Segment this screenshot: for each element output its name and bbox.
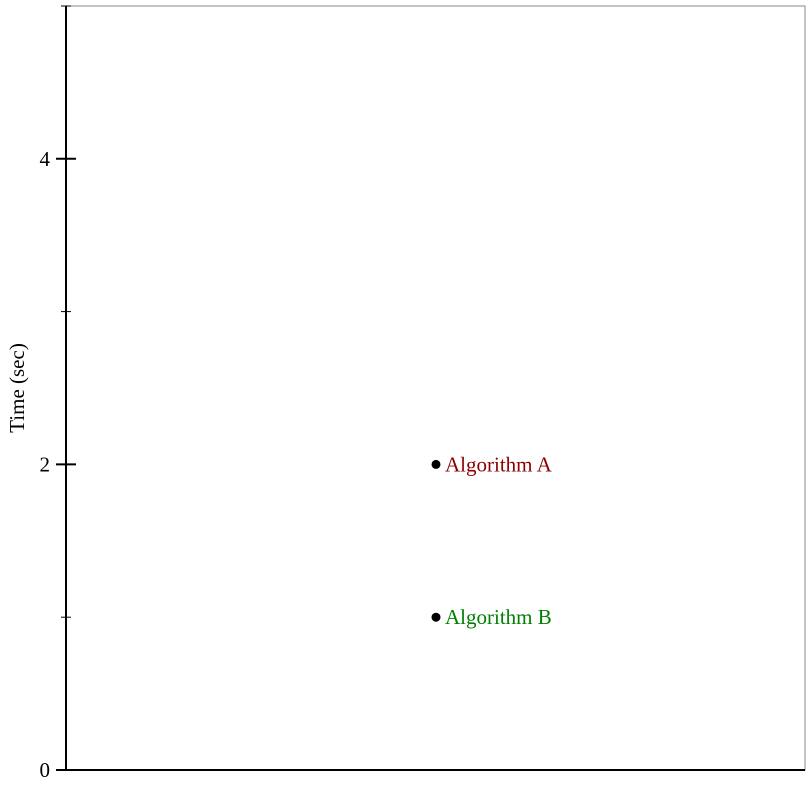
data-points: Algorithm A Algorithm B	[431, 452, 553, 629]
data-point-marker	[431, 612, 441, 622]
y-axis-title: Time (sec)	[5, 343, 29, 433]
y-ticks: 0 2 4	[40, 5, 76, 782]
data-point-marker	[431, 459, 441, 469]
plot-frame	[65, 5, 806, 771]
data-point-label: Algorithm A	[445, 452, 553, 476]
data-point-label: Algorithm B	[445, 605, 552, 629]
y-tick-label: 2	[40, 452, 51, 476]
y-tick-label: 0	[40, 758, 51, 782]
y-tick-label: 4	[40, 147, 51, 171]
